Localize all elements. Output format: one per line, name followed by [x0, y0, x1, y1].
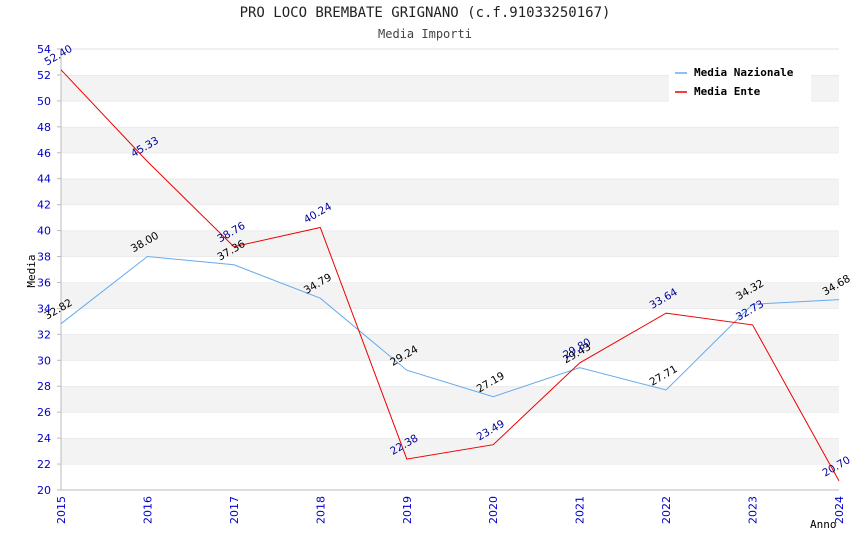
y-tick-label: 28 [37, 380, 51, 393]
x-tick-label: 2023 [747, 496, 760, 524]
grid-band [61, 204, 839, 231]
y-axis-label: Media [25, 254, 38, 287]
x-tick-label: 2020 [487, 496, 500, 524]
grid-band [61, 464, 839, 490]
grid-band [61, 256, 839, 283]
y-tick-label: 30 [37, 354, 51, 367]
y-tick-label: 46 [37, 147, 51, 160]
grid-band [61, 360, 839, 387]
y-tick-label: 42 [37, 199, 51, 212]
grid-band [61, 178, 839, 205]
grid-band [61, 282, 839, 309]
y-tick-label: 34 [37, 302, 51, 315]
series-line-1 [60, 255, 840, 398]
y-tick-label: 20 [37, 484, 51, 497]
x-tick-label: 2016 [141, 496, 154, 524]
x-tick-label: 2021 [574, 496, 587, 524]
grid-band [61, 334, 839, 361]
grid-band [61, 412, 839, 439]
y-tick-label: 48 [37, 121, 51, 134]
grid-band [61, 126, 839, 153]
legend: Media Nazionale Media Ente [669, 60, 811, 102]
y-tick-label: 32 [37, 328, 51, 341]
x-axis-label: Anno [810, 518, 837, 531]
x-tick-label: 2024 [833, 496, 846, 524]
y-tick-label: 54 [37, 43, 51, 56]
x-tick-label: 2019 [401, 496, 414, 524]
y-tick-label: 26 [37, 406, 51, 419]
chart-subtitle: Media Importi [378, 27, 472, 41]
y-tick-labels: 20 22 24 26 28 30 32 34 36 38 40 42 44 46 48 50 52 54 [37, 43, 61, 497]
legend-entry: Media Ente [694, 85, 761, 98]
grid-bands [61, 48, 839, 490]
y-tick-label: 38 [37, 251, 51, 264]
chart-title: PRO LOCO BREMBATE GRIGNANO (c.f.91033250… [239, 5, 611, 21]
series-line-2 [60, 69, 840, 482]
x-tick-labels: 2015 2016 2017 2018 2019 2020 2021 2022 2023 2024 [55, 496, 846, 524]
grid-band [61, 438, 839, 465]
y-tick-label: 44 [37, 173, 51, 186]
y-tick-label: 22 [37, 458, 51, 471]
grid-band [61, 152, 839, 179]
y-tick-label: 40 [37, 225, 51, 238]
y-tick-label: 52 [37, 69, 51, 82]
x-tick-label: 2017 [228, 496, 241, 524]
legend-entry: Media Nazionale [694, 66, 794, 79]
y-tick-label: 50 [37, 95, 51, 108]
grid-band [61, 100, 839, 127]
grid-band [61, 230, 839, 257]
x-tick-label: 2015 [55, 496, 68, 524]
x-tick-label: 2022 [660, 496, 673, 524]
y-tick-label: 36 [37, 276, 51, 289]
axes [60, 49, 839, 491]
series-lines [60, 69, 840, 482]
grid-band [61, 386, 839, 413]
legend-box [669, 60, 811, 102]
grid-band [61, 308, 839, 335]
x-tick-label: 2018 [314, 496, 327, 524]
y-tick-label: 24 [37, 432, 51, 445]
